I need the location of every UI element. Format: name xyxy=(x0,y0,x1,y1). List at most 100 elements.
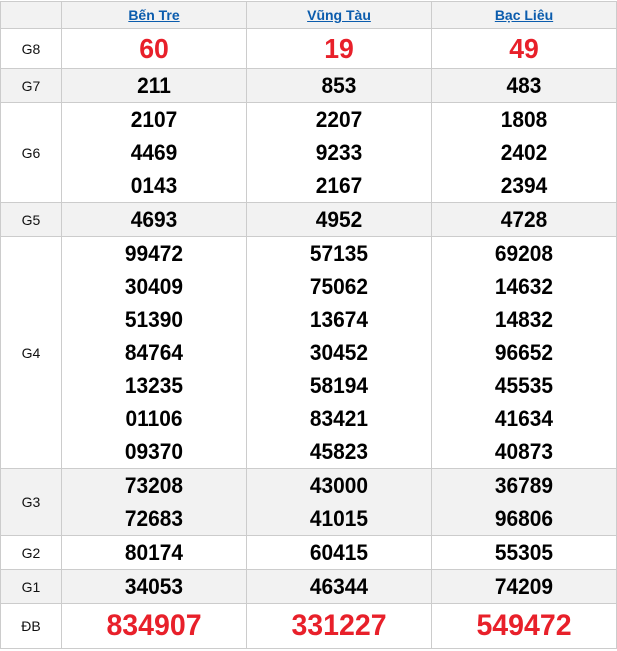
result-cell: 46344 xyxy=(246,569,432,604)
result-number: 43000 xyxy=(309,473,369,498)
result-number: 30409 xyxy=(124,274,184,299)
result-number: 51390 xyxy=(124,307,184,332)
result-cell: 4952 xyxy=(246,202,432,237)
result-number: 19 xyxy=(324,33,354,64)
result-number: 1808 xyxy=(500,107,548,132)
result-cell: 36789 96806 xyxy=(431,468,617,536)
result-cell: 2107 4469 0143 xyxy=(61,102,247,203)
prize-row-g1: G1 34053 46344 74209 xyxy=(0,569,617,604)
result-number: 46344 xyxy=(309,574,369,599)
result-number: 331227 xyxy=(291,609,387,642)
result-cell: 49 xyxy=(431,28,617,69)
result-cell: 1808 2402 2394 xyxy=(431,102,617,203)
result-number: 549472 xyxy=(476,609,572,642)
prize-label: G3 xyxy=(0,468,62,536)
prize-row-g2: G2 80174 60415 55305 xyxy=(0,535,617,570)
prize-label: G4 xyxy=(0,236,62,469)
province-link-ben-tre[interactable]: Bến Tre xyxy=(128,7,180,23)
prize-row-g7: G7 211 853 483 xyxy=(0,68,617,103)
result-number: 74209 xyxy=(494,574,554,599)
result-cell: 74209 xyxy=(431,569,617,604)
result-number: 58194 xyxy=(309,373,369,398)
result-number: 4952 xyxy=(315,207,363,232)
result-cell: 55305 xyxy=(431,535,617,570)
province-link-bac-lieu[interactable]: Bạc Liêu xyxy=(494,7,554,23)
result-cell: 4728 xyxy=(431,202,617,237)
result-number: 2167 xyxy=(315,173,363,198)
result-cell: 43000 41015 xyxy=(246,468,432,536)
result-cell: 99472 30409 51390 84764 13235 01106 09370 xyxy=(61,236,247,469)
header-row: Bến Tre Vũng Tàu Bạc Liêu xyxy=(0,1,617,29)
prize-row-g3: G3 73208 72683 43000 41015 36789 96806 xyxy=(0,468,617,536)
result-cell: 60415 xyxy=(246,535,432,570)
prize-label: G7 xyxy=(0,68,62,103)
prize-label: G1 xyxy=(0,569,62,604)
result-number: 34053 xyxy=(124,574,184,599)
result-number: 83421 xyxy=(309,406,369,431)
result-number: 2107 xyxy=(130,107,178,132)
result-cell: 60 xyxy=(61,28,247,69)
result-cell: 549472 xyxy=(431,603,617,649)
result-cell: 19 xyxy=(246,28,432,69)
result-number: 45823 xyxy=(309,439,369,464)
result-cell: 34053 xyxy=(61,569,247,604)
result-number: 09370 xyxy=(124,439,184,464)
prize-row-g5: G5 4693 4952 4728 xyxy=(0,202,617,237)
result-cell: 834907 xyxy=(61,603,247,649)
result-number: 4469 xyxy=(130,140,178,165)
prize-label: ĐB xyxy=(0,603,62,649)
result-number: 4693 xyxy=(130,207,178,232)
result-number: 853 xyxy=(321,73,357,98)
province-link-vung-tau[interactable]: Vũng Tàu xyxy=(307,7,371,23)
result-number: 60 xyxy=(139,33,169,64)
result-cell: 4693 xyxy=(61,202,247,237)
prize-row-g8: G8 60 19 49 xyxy=(0,28,617,69)
result-number: 2394 xyxy=(500,173,548,198)
result-number: 72683 xyxy=(124,506,184,531)
prize-label: G5 xyxy=(0,202,62,237)
result-number: 0143 xyxy=(130,173,178,198)
prize-row-đb: ĐB 834907 331227 549472 xyxy=(0,603,617,649)
result-cell: 2207 9233 2167 xyxy=(246,102,432,203)
result-number: 01106 xyxy=(125,406,183,431)
result-cell: 69208 14632 14832 96652 45535 41634 40873 xyxy=(431,236,617,469)
result-cell: 80174 xyxy=(61,535,247,570)
prize-label: G2 xyxy=(0,535,62,570)
corner-cell xyxy=(0,1,62,29)
result-number: 9233 xyxy=(315,140,363,165)
result-cell: 57135 75062 13674 30452 58194 83421 45823 xyxy=(246,236,432,469)
result-number: 30452 xyxy=(309,340,369,365)
prize-row-g4: G4 99472 30409 51390 84764 13235 01106 09370 571… xyxy=(0,236,617,469)
result-number: 99472 xyxy=(124,241,184,266)
result-number: 84764 xyxy=(124,340,184,365)
prize-label: G6 xyxy=(0,102,62,203)
result-number: 96806 xyxy=(494,506,554,531)
result-number: 57135 xyxy=(309,241,369,266)
result-number: 13674 xyxy=(309,307,369,332)
result-number: 40873 xyxy=(494,439,554,464)
result-number: 80174 xyxy=(124,540,184,565)
result-number: 55305 xyxy=(494,540,554,565)
province-header: Bến Tre xyxy=(61,1,247,29)
province-header: Vũng Tàu xyxy=(246,1,432,29)
result-number: 69208 xyxy=(494,241,554,266)
result-number: 4728 xyxy=(500,207,548,232)
result-number: 2207 xyxy=(315,107,363,132)
result-number: 45535 xyxy=(494,373,554,398)
result-number: 2402 xyxy=(500,140,548,165)
result-number: 60415 xyxy=(309,540,369,565)
result-number: 483 xyxy=(506,73,542,98)
result-number: 13235 xyxy=(124,373,184,398)
result-cell: 853 xyxy=(246,68,432,103)
result-number: 41634 xyxy=(494,406,554,431)
result-number: 73208 xyxy=(124,473,184,498)
result-cell: 331227 xyxy=(246,603,432,649)
result-number: 41015 xyxy=(309,506,369,531)
result-cell: 73208 72683 xyxy=(61,468,247,536)
result-number: 49 xyxy=(509,33,539,64)
result-number: 96652 xyxy=(494,340,554,365)
result-cell: 211 xyxy=(61,68,247,103)
result-number: 36789 xyxy=(494,473,554,498)
result-cell: 483 xyxy=(431,68,617,103)
